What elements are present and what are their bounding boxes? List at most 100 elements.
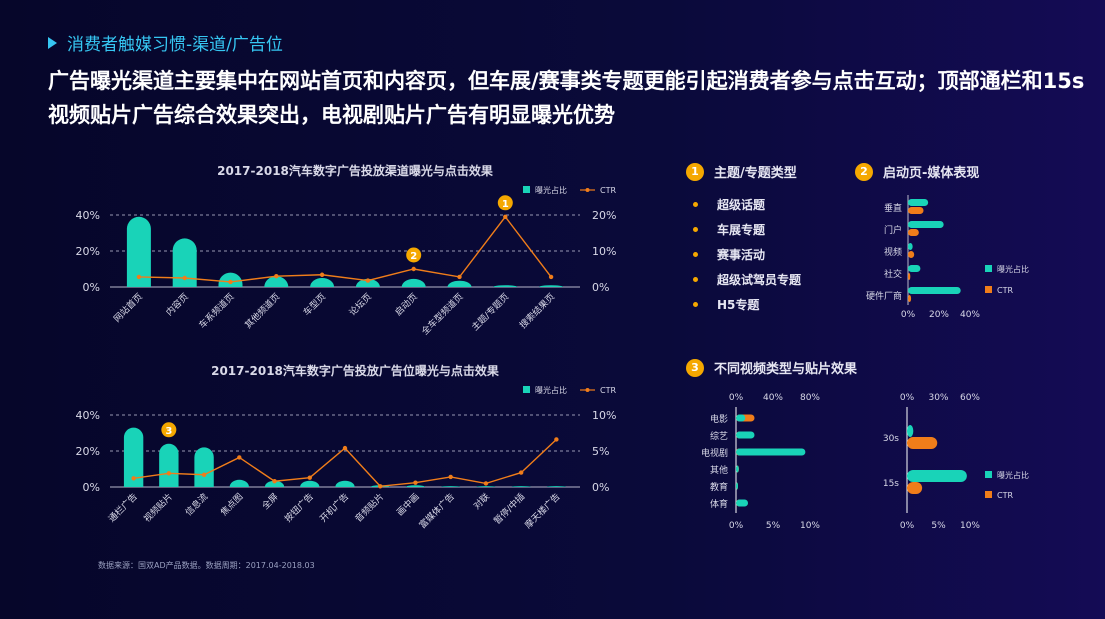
x-top-tick-label: 80% bbox=[800, 393, 820, 403]
bullet-icon bbox=[693, 252, 698, 257]
x-tick-label: 暂停/中插 bbox=[491, 491, 527, 527]
bar bbox=[126, 216, 151, 287]
badge-icon: 2 bbox=[855, 162, 873, 181]
bar bbox=[172, 238, 197, 287]
bar bbox=[907, 437, 938, 449]
ctr-point bbox=[307, 475, 312, 480]
source-note: 数据来源：国双AD产品数据。数据周期：2017.04-2018.03 bbox=[98, 561, 315, 570]
bar bbox=[159, 443, 179, 487]
annotation-label: 3 bbox=[165, 426, 172, 437]
y2-tick-label: 5% bbox=[592, 445, 609, 458]
x-tick-label: 40% bbox=[960, 310, 980, 320]
bullet-icon bbox=[693, 302, 698, 307]
bar bbox=[441, 486, 461, 487]
bullet-icon bbox=[693, 202, 698, 207]
bar bbox=[736, 414, 746, 422]
bar bbox=[908, 199, 929, 206]
topic-label: 赛事活动 bbox=[717, 248, 766, 262]
annotation-badge bbox=[406, 247, 422, 263]
x-top-tick-label: 0% bbox=[900, 393, 915, 403]
legend-label: CTR bbox=[600, 186, 616, 195]
topic-label: H5专题 bbox=[717, 298, 760, 312]
x-tick-label: 画中画 bbox=[394, 491, 422, 519]
topic-label: 超级试驾员专题 bbox=[717, 273, 802, 287]
category-label: 15s bbox=[883, 479, 899, 489]
legend-swatch bbox=[985, 491, 992, 498]
topic-list: 超级话题 车展专题 赛事活动 超级试驾员专题 H5专题 bbox=[693, 192, 801, 317]
chart-title: 2017-2018汽车数字广告投放渠道曝光与点击效果 bbox=[217, 163, 493, 178]
y-tick-label: 40% bbox=[76, 209, 100, 222]
bar bbox=[539, 285, 564, 287]
ctr-point bbox=[411, 266, 416, 272]
x-tick-label: 0% bbox=[901, 310, 916, 320]
chart-title: 2017-2018汽车数字广告投放广告位曝光与点击效果 bbox=[211, 363, 499, 378]
bar bbox=[736, 431, 755, 439]
x-bottom-tick-label: 5% bbox=[766, 521, 781, 531]
x-top-tick-label: 40% bbox=[763, 393, 783, 403]
category-label: 社交 bbox=[884, 268, 902, 280]
annotation-badge bbox=[161, 422, 177, 438]
ctr-point bbox=[182, 275, 187, 281]
x-tick-label: 启动页 bbox=[392, 291, 420, 319]
bar bbox=[401, 278, 426, 287]
x-bottom-tick-label: 10% bbox=[960, 521, 980, 531]
bar bbox=[264, 480, 285, 487]
bar bbox=[447, 280, 472, 287]
triangle-icon bbox=[48, 36, 57, 49]
annotation-label: 2 bbox=[410, 251, 417, 262]
bar bbox=[546, 486, 567, 487]
bar bbox=[736, 482, 738, 490]
category-label: 门户 bbox=[884, 224, 902, 236]
x-tick-label: 论坛页 bbox=[346, 291, 374, 319]
legend-label: CTR bbox=[997, 491, 1013, 500]
bar bbox=[908, 287, 961, 294]
legend-swatch bbox=[985, 286, 992, 293]
x-tick-label: 搜索结果页 bbox=[517, 291, 557, 331]
category-label: 30s bbox=[883, 434, 899, 444]
y2-tick-label: 10% bbox=[592, 245, 616, 258]
ctr-point bbox=[554, 437, 559, 442]
x-tick-label: 对联 bbox=[471, 491, 492, 512]
category-label: 教育 bbox=[710, 481, 728, 493]
category-label: 垂直 bbox=[884, 202, 902, 214]
bullet-icon bbox=[693, 227, 698, 232]
section-title: 消费者触媒习惯-渠道/广告位 bbox=[67, 35, 283, 55]
x-tick-label: 主题/专题页 bbox=[469, 291, 511, 333]
bar bbox=[355, 278, 380, 287]
ctr-point bbox=[503, 214, 508, 219]
legend-label: 曝光占比 bbox=[997, 470, 1029, 480]
x-bottom-tick-label: 10% bbox=[800, 521, 820, 531]
bar bbox=[908, 243, 913, 250]
x-bottom-tick-label: 0% bbox=[900, 521, 915, 531]
x-top-tick-label: 0% bbox=[729, 393, 744, 403]
x-tick-label: 车型页 bbox=[301, 291, 329, 319]
bullet-icon bbox=[693, 277, 698, 282]
legend-swatch bbox=[985, 471, 992, 478]
bar bbox=[511, 486, 531, 487]
y2-tick-label: 0% bbox=[592, 281, 609, 294]
x-top-tick-label: 60% bbox=[960, 393, 980, 403]
list-item: H5专题 bbox=[693, 292, 801, 317]
ctr-point bbox=[274, 274, 279, 279]
bar bbox=[300, 480, 320, 487]
legend-marker bbox=[585, 388, 590, 392]
category-label: 电视剧 bbox=[701, 447, 728, 459]
bar bbox=[310, 278, 335, 287]
panel3-title-text: 不同视频类型与贴片效果 bbox=[714, 362, 858, 377]
bar bbox=[405, 485, 426, 487]
topic-label: 超级话题 bbox=[717, 198, 766, 212]
panel1-title-text: 主题/专题类型 bbox=[714, 166, 797, 181]
bar bbox=[908, 273, 911, 280]
video-length-chart: 0% 30% 60% 0% 5% 10% 30s 15s 曝光占比 CTR bbox=[883, 393, 1029, 531]
x-tick-label: 信息流 bbox=[183, 491, 211, 519]
list-item: 赛事活动 bbox=[693, 242, 801, 267]
bar bbox=[907, 470, 967, 482]
x-tick-label: 20% bbox=[929, 310, 949, 320]
bar bbox=[264, 276, 289, 287]
x-tick-label: 车系频道页 bbox=[196, 291, 236, 331]
legend-label: 曝光占比 bbox=[535, 385, 567, 395]
y2-tick-label: 10% bbox=[592, 409, 616, 422]
list-item: 超级试驾员专题 bbox=[693, 267, 801, 292]
